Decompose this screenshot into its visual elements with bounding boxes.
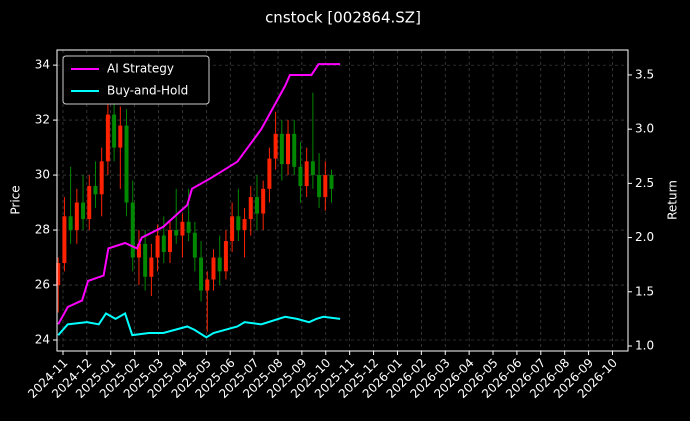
candle-body — [292, 133, 297, 167]
candle-body — [279, 133, 284, 165]
y-axis-label: Price — [9, 185, 23, 214]
candle-body — [105, 114, 110, 162]
candle-body — [161, 235, 166, 253]
legend-label: Buy-and-Hold — [107, 84, 188, 98]
candle-body — [155, 235, 160, 258]
candle-body — [267, 158, 272, 189]
candle-body — [124, 125, 129, 203]
y-tick-label: 30 — [35, 168, 50, 182]
y2-tick-label: 3.0 — [635, 122, 654, 136]
candle-body — [143, 243, 148, 277]
candle-body — [93, 186, 98, 195]
line-series — [57, 63, 341, 325]
candle-body — [248, 197, 253, 220]
y-tick-label: 34 — [35, 58, 50, 72]
y-tick-label: 28 — [35, 223, 50, 237]
y2-tick-label: 1.0 — [635, 339, 654, 353]
legend-label: AI Strategy — [107, 62, 174, 76]
candle-body — [62, 216, 67, 264]
plot-frame — [56, 49, 629, 352]
y2-tick-label: 2.0 — [635, 230, 654, 244]
candle-body — [112, 114, 117, 148]
y2-axis-label: Return — [666, 180, 680, 220]
candle-body — [87, 186, 92, 220]
y-tick-label: 24 — [35, 333, 50, 347]
y-tick-label: 26 — [35, 278, 50, 292]
candle-body — [217, 257, 222, 272]
candle-body — [199, 257, 204, 291]
candle-body — [81, 202, 86, 220]
candle-body — [254, 197, 259, 214]
candle-body — [149, 257, 154, 277]
line-series — [57, 312, 341, 339]
candle-body — [230, 216, 235, 242]
candle-body — [192, 232, 197, 258]
candle-body — [168, 230, 173, 253]
candle-body — [174, 230, 179, 236]
y2-tick-label: 2.5 — [635, 176, 654, 190]
candle-body — [180, 221, 185, 236]
candle-body — [74, 202, 79, 231]
candle-body — [56, 263, 61, 286]
candle-body — [205, 279, 210, 291]
candle-body — [236, 216, 241, 231]
candle-body — [99, 161, 104, 195]
candle-body — [317, 175, 322, 198]
candle-body — [329, 175, 334, 189]
y2-tick-label: 1.5 — [635, 284, 654, 298]
candle-body — [310, 161, 315, 176]
candle-body — [211, 257, 216, 280]
candle-body — [136, 243, 141, 258]
candle-body — [323, 175, 328, 198]
candle-body — [286, 133, 291, 165]
candle-body — [298, 166, 303, 187]
candle-body — [223, 241, 228, 272]
legend-box — [62, 55, 210, 105]
candle-body — [186, 221, 191, 233]
y-tick-label: 32 — [35, 113, 50, 127]
candle-body — [118, 125, 123, 148]
chart-title: cnstock [002864.SZ] — [265, 9, 421, 27]
candle-body — [68, 216, 73, 231]
candle-body — [273, 133, 278, 159]
candle-body — [304, 161, 309, 187]
candle-body — [130, 202, 135, 258]
candle-body — [261, 188, 266, 214]
y2-tick-label: 3.5 — [635, 67, 654, 81]
candle-body — [242, 219, 247, 231]
